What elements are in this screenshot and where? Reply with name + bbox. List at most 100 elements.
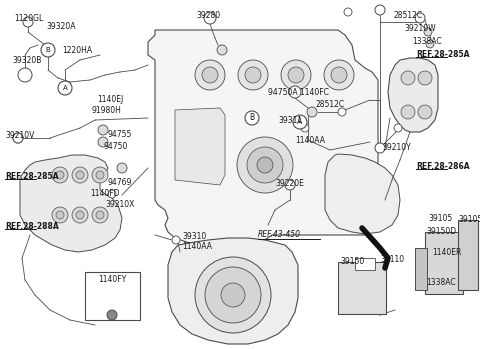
Bar [85,272,140,320]
Circle shape [331,67,347,83]
Text: 39280: 39280 [196,11,220,20]
Text: 94750: 94750 [104,142,128,151]
Circle shape [426,40,434,48]
Circle shape [394,124,402,132]
Text: 91980H: 91980H [91,106,121,115]
Circle shape [72,207,88,223]
Circle shape [41,43,55,57]
Circle shape [418,71,432,85]
Bar [338,262,386,314]
Circle shape [289,86,301,98]
Text: 39311: 39311 [278,116,302,125]
Circle shape [307,107,317,117]
Text: 1140FY: 1140FY [98,275,126,284]
Circle shape [401,71,415,85]
Circle shape [52,167,68,183]
Text: 1140EJ: 1140EJ [97,95,123,104]
Bar [458,220,478,290]
Circle shape [293,115,307,129]
Circle shape [58,81,72,95]
Text: REF.28-285A: REF.28-285A [416,50,469,59]
Circle shape [344,8,352,16]
Circle shape [56,171,64,179]
Circle shape [72,167,88,183]
Circle shape [13,133,23,143]
Circle shape [202,67,218,83]
Circle shape [108,190,116,198]
Circle shape [301,124,309,132]
Text: 39105: 39105 [458,215,480,224]
Circle shape [92,207,108,223]
Bar [415,248,427,290]
Bar [355,258,375,270]
Polygon shape [20,155,122,252]
Circle shape [23,17,33,27]
Circle shape [338,108,346,116]
Text: 1140AA: 1140AA [295,136,325,145]
Text: 28512C: 28512C [393,11,422,20]
Text: A: A [298,118,302,126]
Circle shape [375,5,385,15]
Circle shape [98,137,108,147]
Text: 1120GL: 1120GL [14,14,43,23]
Text: 39320B: 39320B [12,56,41,65]
Text: 39220E: 39220E [275,179,304,188]
Circle shape [195,60,225,90]
Circle shape [76,211,84,219]
Circle shape [288,67,304,83]
Text: 1140ER: 1140ER [432,248,461,257]
Circle shape [96,171,104,179]
Text: B: B [46,47,50,53]
Text: 94750A 1140FC: 94750A 1140FC [268,88,329,97]
Circle shape [415,13,425,23]
Text: 94755: 94755 [107,130,132,139]
Circle shape [96,211,104,219]
Polygon shape [325,154,400,234]
Circle shape [418,105,432,119]
Text: A: A [62,85,67,91]
Text: 1140FD: 1140FD [90,189,120,198]
Circle shape [18,68,32,82]
Text: 39210Y: 39210Y [382,143,411,152]
Text: 39210V: 39210V [5,131,35,140]
Text: 39320A: 39320A [46,22,75,31]
Circle shape [281,60,311,90]
Text: 1220HA: 1220HA [62,46,92,55]
Text: 39210X: 39210X [105,200,134,209]
Circle shape [117,163,127,173]
Circle shape [245,67,261,83]
Text: 39150D: 39150D [426,227,456,236]
Circle shape [76,171,84,179]
Text: 39210W: 39210W [404,24,436,33]
Polygon shape [148,30,378,248]
Text: 39110: 39110 [380,255,404,264]
Circle shape [195,257,271,333]
Circle shape [205,267,261,323]
Text: 39310: 39310 [182,232,206,241]
Circle shape [247,147,283,183]
Circle shape [238,60,268,90]
Polygon shape [388,58,438,132]
Text: REF.43-450: REF.43-450 [258,230,301,239]
Text: 94769: 94769 [108,178,132,187]
Circle shape [92,167,108,183]
Polygon shape [175,108,225,185]
Circle shape [217,45,227,55]
Circle shape [13,133,23,143]
Text: REF.28-286A: REF.28-286A [416,162,469,171]
Circle shape [257,157,273,173]
Text: 1140AA: 1140AA [182,242,212,251]
Circle shape [52,207,68,223]
Circle shape [237,137,293,193]
Circle shape [401,105,415,119]
Circle shape [285,180,295,190]
Circle shape [107,310,117,320]
Circle shape [245,111,259,125]
Circle shape [375,143,385,153]
Circle shape [172,236,180,244]
Bar [425,232,463,294]
Circle shape [324,60,354,90]
Text: 1338AC: 1338AC [426,278,456,287]
Text: REF.28-288A: REF.28-288A [5,222,59,231]
Polygon shape [168,238,298,344]
